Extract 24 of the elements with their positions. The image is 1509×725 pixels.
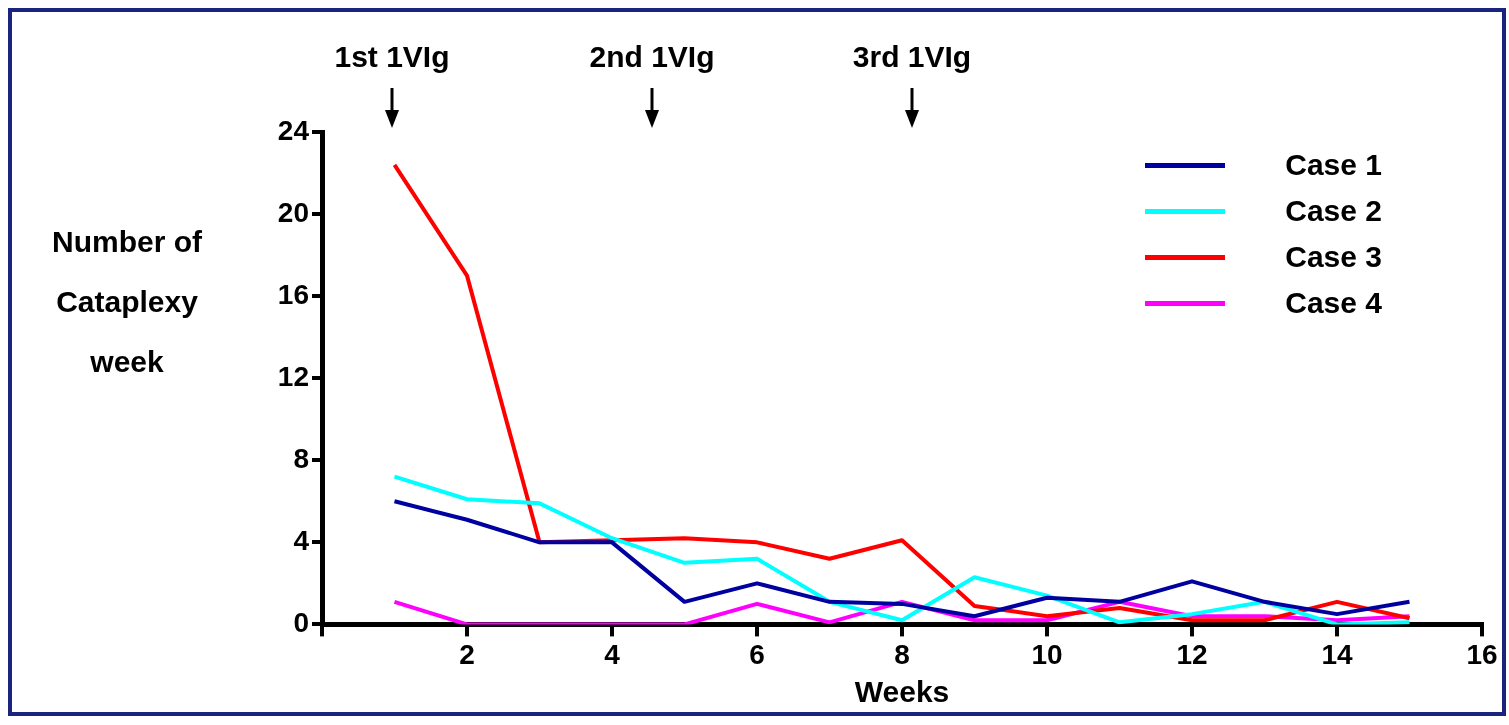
- text: 2nd 1VIg: [588, 40, 716, 74]
- text: 3rd 1VIg: [851, 40, 973, 74]
- y-tick-label: 12: [277, 360, 309, 392]
- y-tick-label: 24: [277, 114, 310, 146]
- x-tick-label: 2: [459, 638, 475, 670]
- text: 1st 1VIg: [333, 40, 451, 74]
- x-tick-label: 6: [749, 638, 765, 670]
- x-tick-label: 14: [1321, 638, 1353, 670]
- y-tick-label: 20: [277, 196, 309, 228]
- legend-label: Case 2: [1285, 194, 1382, 228]
- legend-label: Case 4: [1285, 286, 1382, 320]
- x-tick-label: 4: [604, 638, 621, 670]
- legend-label: Case 1: [1285, 148, 1382, 182]
- y-tick-label: 8: [293, 442, 309, 474]
- x-tick-label: 12: [1176, 638, 1208, 670]
- y-tick-label: 0: [293, 607, 309, 639]
- x-axis-title: Weeks: [854, 675, 950, 709]
- x-tick-label: 10: [1031, 638, 1063, 670]
- y-axis-title: Number of Cataplexy week: [51, 224, 203, 380]
- legend-label: Case 3: [1285, 240, 1382, 274]
- x-tick-label: 16: [1466, 638, 1498, 670]
- y-tick-label: 16: [277, 278, 309, 310]
- x-tick-label: 8: [894, 638, 910, 670]
- y-tick-label: 4: [293, 525, 310, 557]
